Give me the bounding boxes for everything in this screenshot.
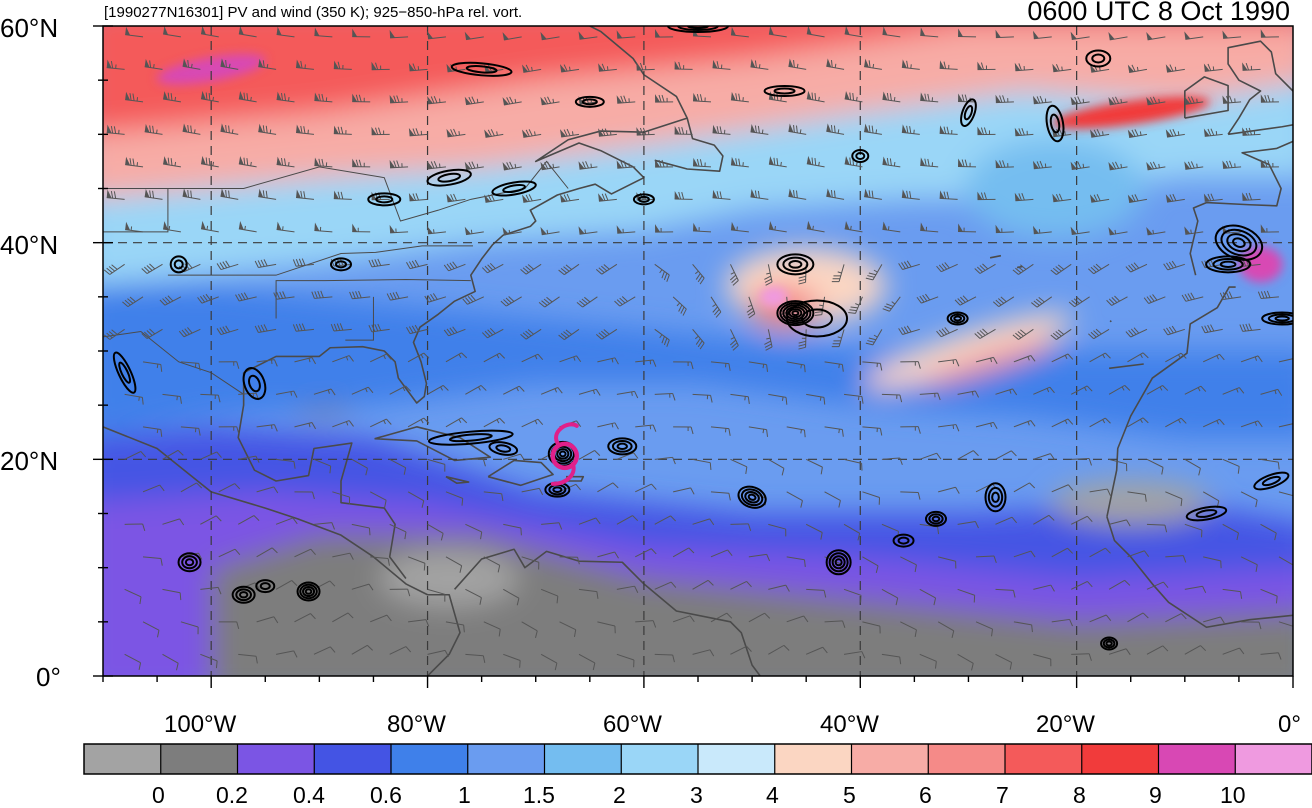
lon-label-20w: 20°W [1036, 713, 1095, 737]
colorbar-swatch [775, 744, 852, 774]
pv-high-blob [965, 139, 1145, 239]
lon-label-100w: 100°W [164, 713, 236, 737]
colorbar [84, 744, 1312, 774]
lat-label-60n: 60°N [0, 15, 58, 41]
lon-label-0: 0° [1278, 713, 1301, 737]
colorbar-swatch [698, 744, 775, 774]
colorbar-swatch [928, 744, 1005, 774]
valid-time: 0600 UTC 8 Oct 1990 [1027, 0, 1290, 25]
colorbar-swatch [468, 744, 545, 774]
colorbar-swatch [545, 744, 622, 774]
map-panel [81, 0, 1312, 698]
colorbar-swatch [1082, 744, 1159, 774]
lon-label-40w: 40°W [820, 713, 879, 737]
lat-label-40n: 40°N [0, 232, 58, 258]
lon-label-80w: 80°W [387, 713, 446, 737]
lat-label-eq: 0° [36, 664, 61, 690]
pv-field [81, 4, 1312, 697]
colorbar-swatch [1005, 744, 1082, 774]
colorbar-swatch [391, 744, 468, 774]
colorbar-swatch [314, 744, 391, 774]
lon-label-60w: 60°W [603, 713, 662, 737]
colorbar-swatch [1159, 744, 1236, 774]
colorbar-swatch [84, 744, 161, 774]
colorbar-swatch [238, 744, 315, 774]
lat-label-20n: 20°N [0, 448, 58, 474]
colorbar-swatch [161, 744, 238, 774]
figure-title: [1990277N16301] PV and wind (350 K); 925… [104, 5, 522, 20]
colorbar-swatch [852, 744, 929, 774]
colorbar-swatch [621, 744, 698, 774]
colorbar-swatch [1235, 744, 1312, 774]
coastline-segment [1110, 321, 1111, 322]
